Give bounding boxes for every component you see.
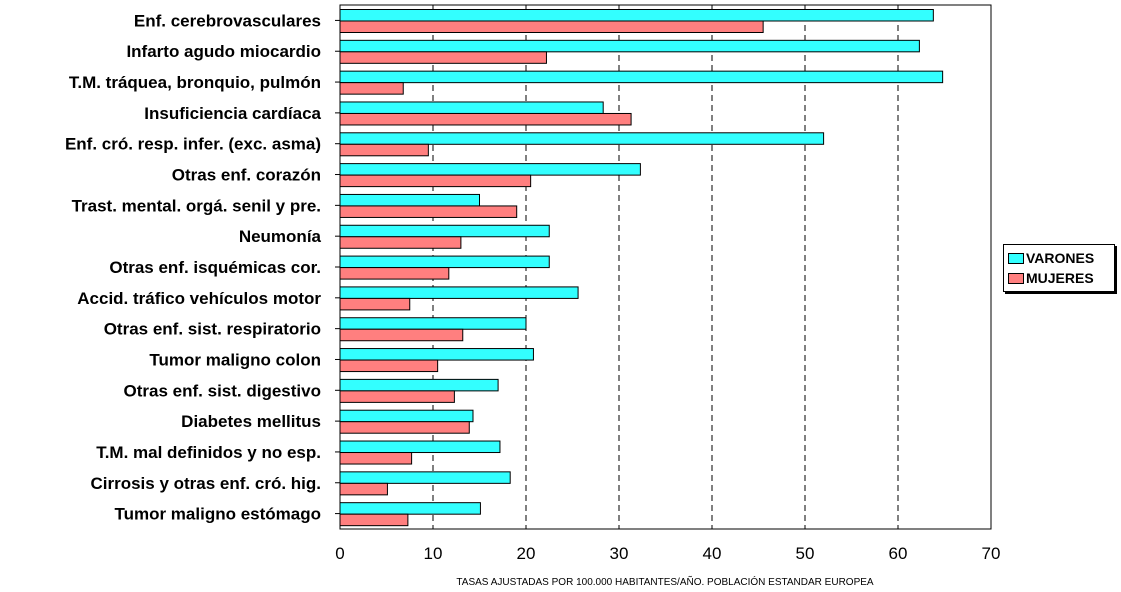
- x-tick-label: 20: [517, 544, 536, 563]
- category-label: Otras enf. sist. digestivo: [124, 381, 321, 400]
- bar-mujeres: [339, 390, 455, 403]
- bar-varones: [339, 163, 641, 176]
- x-tick-label: 0: [335, 544, 344, 563]
- category-label: Neumonía: [239, 227, 322, 246]
- legend-swatch-mujeres: [1008, 272, 1024, 284]
- bar-varones: [339, 101, 604, 114]
- x-tick-labels: 0 10 20 30 40 50 60 70: [335, 544, 1000, 563]
- category-label: Diabetes mellitus: [181, 412, 321, 431]
- category-label: Enf. cró. resp. infer. (exc. asma): [65, 135, 321, 154]
- category-labels: Enf. cerebrovasculares Infarto agudo mioc…: [65, 11, 340, 524]
- x-tick-label: 70: [982, 544, 1001, 563]
- category-label: Enf. cerebrovasculares: [134, 11, 321, 30]
- legend-label-mujeres: MUJERES: [1026, 270, 1094, 286]
- x-tick-label: 40: [703, 544, 722, 563]
- bars: [339, 9, 944, 527]
- bar-mujeres: [339, 112, 632, 126]
- category-label: Cirrosis y otras enf. cró. hig.: [90, 474, 321, 493]
- bar-mujeres: [339, 51, 547, 64]
- legend-item-varones: VARONES: [1008, 248, 1110, 268]
- category-label: Accid. tráfico vehículos motor: [77, 289, 321, 308]
- bar-varones: [339, 70, 944, 84]
- bar-mujeres: [339, 205, 518, 218]
- bar-varones: [339, 440, 501, 454]
- bar-mujeres: [339, 513, 409, 527]
- legend-item-mujeres: MUJERES: [1008, 268, 1110, 288]
- category-label: Infarto agudo miocardio: [126, 42, 321, 61]
- bar-mujeres: [339, 267, 450, 280]
- bar-mujeres: [339, 174, 532, 188]
- bar-varones: [339, 193, 480, 207]
- bar-mujeres: [339, 82, 404, 95]
- category-label: Otras enf. sist. respiratorio: [104, 320, 321, 339]
- x-tick-label: 10: [424, 544, 443, 563]
- bar-varones: [339, 132, 825, 145]
- category-label: T.M. mal definidos y no esp.: [96, 443, 321, 462]
- bar-varones: [339, 286, 579, 299]
- bar-varones: [339, 409, 474, 423]
- legend-label-varones: VARONES: [1026, 250, 1095, 266]
- category-label: Otras enf. isquémicas cor.: [109, 258, 321, 277]
- legend: VARONES MUJERES: [1003, 244, 1115, 292]
- bar-varones: [339, 348, 534, 361]
- bar-mujeres: [339, 328, 464, 342]
- bar-varones: [339, 317, 527, 330]
- bar-mujeres: [339, 421, 470, 434]
- bar-varones: [339, 224, 550, 238]
- bar-varones: [339, 378, 499, 392]
- category-label: Tumor maligno colon: [149, 350, 321, 369]
- bar-mujeres: [339, 236, 462, 249]
- category-label: T.M. tráquea, bronquio, pulmón: [69, 73, 321, 92]
- x-tick-label: 30: [610, 544, 629, 563]
- bar-mujeres: [339, 359, 439, 373]
- bar-varones: [339, 39, 920, 53]
- bar-varones: [339, 471, 511, 484]
- bar-mujeres: [339, 20, 764, 33]
- bar-mujeres: [339, 482, 388, 496]
- category-label: Otras enf. corazón: [172, 166, 321, 185]
- bar-varones: [339, 255, 550, 269]
- x-axis-label: TASAS AJUSTADAS POR 100.000 HABITANTES/A…: [456, 575, 873, 588]
- legend-swatch-varones: [1008, 252, 1024, 264]
- x-tick-label: 50: [796, 544, 815, 563]
- bar-varones: [339, 502, 481, 515]
- bar-mujeres: [339, 452, 413, 465]
- bar-mujeres: [339, 143, 429, 157]
- category-label: Trast. mental. orgá. senil y pre.: [72, 196, 321, 215]
- bar-varones: [339, 9, 934, 22]
- x-tick-label: 60: [889, 544, 908, 563]
- category-label: Tumor maligno estómago: [114, 505, 321, 524]
- bar-mujeres: [339, 297, 411, 311]
- category-label: Insuficiencia cardíaca: [144, 104, 321, 123]
